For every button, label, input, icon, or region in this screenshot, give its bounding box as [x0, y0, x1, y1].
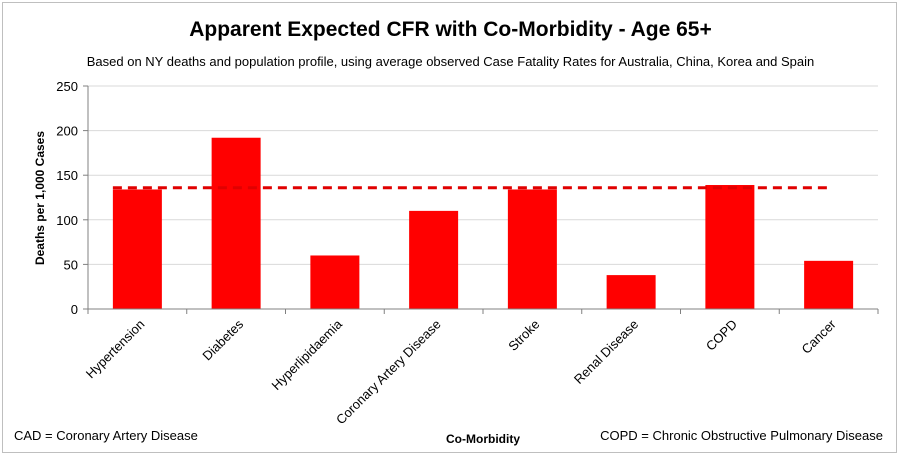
bar [606, 275, 656, 309]
bar [804, 260, 854, 309]
y-tick-label: 250 [56, 79, 78, 94]
chart-subtitle: Based on NY deaths and population profil… [86, 54, 815, 69]
chart-title: Apparent Expected CFR with Co-Morbidity … [189, 18, 712, 41]
y-tick-label: 100 [56, 213, 78, 228]
y-tick-label: 150 [56, 168, 78, 183]
bar [507, 189, 557, 309]
x-tick-label: Cancer [798, 316, 839, 357]
footnote-cad: CAD = Coronary Artery Disease [14, 428, 198, 443]
x-tick-label: Hypertension [83, 317, 148, 382]
x-tick-label: Coronary Artery Disease [333, 317, 444, 428]
y-tick-label: 50 [64, 257, 78, 272]
x-tick-label: COPD [703, 317, 740, 354]
x-axis-title: Co-Morbidity [446, 432, 520, 446]
footnote-copd: COPD = Chronic Obstructive Pulmonary Dis… [600, 428, 883, 443]
bar [112, 189, 162, 309]
x-tick-label: Renal Disease [571, 317, 641, 387]
y-tick-label: 0 [71, 302, 78, 317]
bars [112, 137, 854, 309]
bar [705, 185, 755, 309]
bar [409, 210, 459, 309]
x-tick-label: Hyperlipidaemia [268, 316, 345, 393]
axes [83, 85, 879, 314]
y-axis-title: Deaths per 1,000 Cases [33, 131, 47, 265]
gridlines [88, 85, 878, 265]
x-tick-labels: Hypertension Diabetes HyperlipidaemiaCoron… [83, 316, 839, 427]
bar [310, 255, 360, 309]
x-tick-label: Diabetes [199, 316, 246, 363]
x-tick-label: Stroke [505, 317, 542, 354]
y-tick-label: 200 [56, 124, 78, 139]
bar [211, 137, 261, 309]
y-tick-labels: 0 50 100 150 200 250 [56, 79, 78, 317]
